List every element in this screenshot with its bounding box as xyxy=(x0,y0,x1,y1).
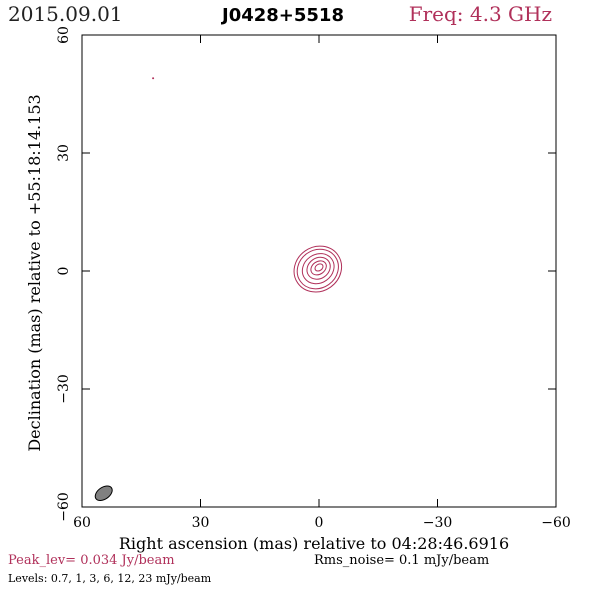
rms-noise: Rms_noise= 0.1 mJy/beam xyxy=(314,553,490,568)
axis-ticks: 60 30 0 −30 −60 −60 −30 0 30 60 xyxy=(56,26,571,531)
y-tick-label: −30 xyxy=(56,374,72,404)
x-tick-label: 60 xyxy=(73,515,91,531)
contour-levels-legend: Levels: 0.7, 1, 3, 6, 12, 23 mJy/beam xyxy=(8,572,212,585)
contour-lines xyxy=(94,77,343,502)
y-tick-label: 30 xyxy=(56,144,72,162)
y-axis-label: Declination (mas) relative to +55:18:14.… xyxy=(25,94,44,451)
y-tick-label: 60 xyxy=(56,26,72,44)
x-axis-label: Right ascension (mas) relative to 04:28:… xyxy=(119,534,509,553)
contour-level xyxy=(310,260,327,276)
y-tick-label: −60 xyxy=(56,492,72,522)
x-tick-label: −60 xyxy=(541,515,571,531)
y-tick-label: 0 xyxy=(56,267,72,276)
peak-level: Peak_lev= 0.034 Jy/beam xyxy=(8,553,175,568)
beam-ellipse xyxy=(94,485,113,502)
contour-level xyxy=(293,245,343,293)
frequency-label: Freq: 4.3 GHz xyxy=(408,2,552,26)
contour-level xyxy=(306,256,331,280)
source-name: J0428+5518 xyxy=(222,5,344,26)
x-tick-label: 0 xyxy=(315,515,324,531)
contour-level xyxy=(296,248,339,290)
contour-level xyxy=(301,253,335,285)
observation-date: 2015.09.01 xyxy=(8,2,123,26)
x-tick-label: 30 xyxy=(192,515,210,531)
contour-level xyxy=(314,263,324,272)
spurious-spot xyxy=(152,77,155,80)
x-tick-label: −30 xyxy=(423,515,453,531)
